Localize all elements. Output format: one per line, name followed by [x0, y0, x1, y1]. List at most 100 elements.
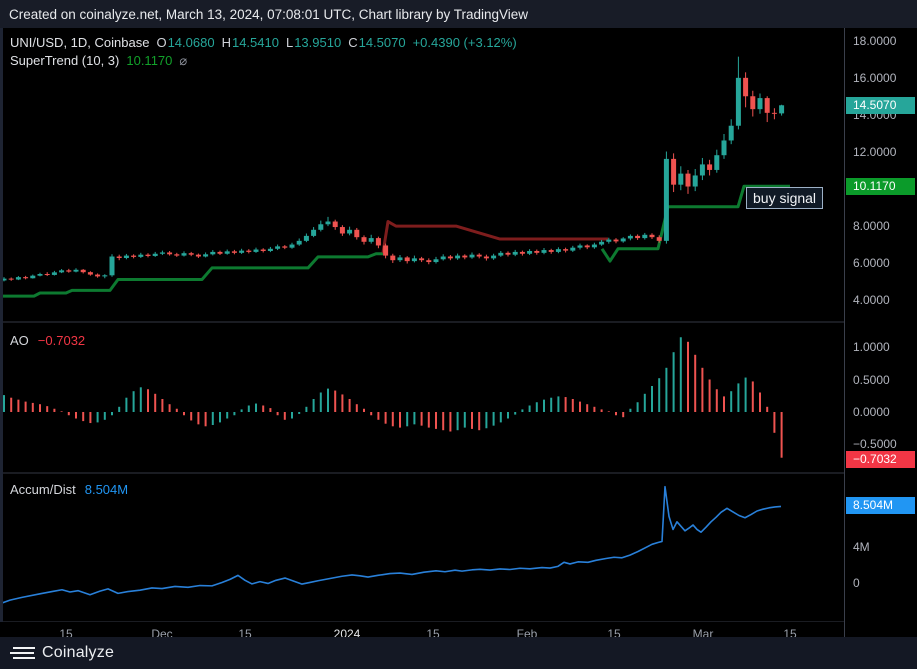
candle-body: [642, 234, 648, 239]
candle-body: [282, 246, 288, 248]
candle-body: [267, 248, 273, 251]
price-tick: 16.0000: [853, 71, 897, 85]
candle-body: [66, 270, 72, 272]
time-axis[interactable]: 15 Dec 15 2024 15 Feb 15 Mar 15: [0, 622, 844, 637]
chart-canvas: [0, 56, 844, 623]
candle-body: [750, 96, 756, 110]
candle-body: [368, 238, 374, 242]
chart-surface[interactable]: [0, 28, 844, 637]
supertrend-line-down: [381, 220, 608, 254]
low-value: L 13.9510: [285, 35, 342, 50]
candle-body: [30, 275, 36, 279]
candle-body: [757, 98, 763, 110]
brand-name[interactable]: Coinalyze: [42, 644, 115, 661]
candle-body: [332, 221, 338, 228]
candle-body: [383, 245, 389, 256]
supertrend-legend-row: SuperTrend (10, 3) 10.1170 ⌀: [10, 52, 517, 70]
candle-body: [411, 258, 417, 262]
candle-body: [620, 238, 626, 242]
candle-body: [145, 254, 151, 256]
candle-body: [721, 140, 727, 156]
symbol-title: UNI/USD, 1D, Coinbase: [10, 35, 150, 50]
candle-body: [692, 175, 698, 187]
accum-tick: 4M: [853, 540, 870, 554]
time-tick: Mar: [692, 627, 714, 637]
candle-body: [548, 250, 554, 252]
candle-body: [1, 278, 7, 281]
price-tick: 18.0000: [853, 34, 897, 48]
candle-body: [606, 239, 612, 242]
legend: UNI/USD, 1D, Coinbase O 14.0680 H 14.5410 …: [10, 34, 517, 70]
candle-body: [181, 253, 187, 256]
time-tick: 2024: [333, 627, 361, 637]
candle-body: [627, 235, 633, 239]
candle-body: [375, 238, 381, 246]
candle-body: [224, 251, 230, 254]
candle-body: [426, 260, 432, 263]
candle-body: [195, 254, 201, 257]
header-bar: Created on coinalyze.net, March 13, 2024…: [0, 0, 917, 28]
candle-body: [361, 237, 367, 242]
candle-body: [116, 256, 122, 258]
candle-body: [743, 77, 749, 97]
ao-pane[interactable]: [0, 322, 844, 473]
coinalyze-logo-icon[interactable]: [10, 647, 35, 659]
candle-body: [505, 252, 511, 255]
candle-body: [253, 249, 259, 252]
candle-body: [159, 252, 165, 254]
candle-body: [203, 254, 209, 257]
candle-body: [534, 250, 540, 253]
candle-body: [433, 259, 439, 263]
candle-body: [303, 235, 309, 241]
candle-body: [419, 258, 425, 261]
candle-body: [404, 257, 410, 262]
candle-body: [563, 249, 569, 251]
accum-legend: Accum/Dist 8.504M: [10, 482, 128, 497]
left-edge-strip: [0, 28, 3, 622]
ao-tick: 1.0000: [853, 340, 890, 354]
candle-body: [289, 244, 295, 248]
candle-body: [8, 278, 14, 280]
candle-body: [599, 241, 605, 245]
change-value: +0.4390 (+3.12%): [412, 35, 517, 50]
time-tick: 15: [783, 627, 797, 637]
candle-body: [519, 251, 525, 254]
accum-value: 8.504M: [84, 482, 129, 497]
price-pane[interactable]: [0, 28, 844, 322]
candle-body: [152, 253, 158, 256]
price-badge: 10.1170: [846, 177, 915, 195]
candle-body: [555, 249, 561, 252]
candle-body: [260, 249, 266, 251]
candle-body: [707, 164, 713, 170]
accum-dist-line: [0, 485, 782, 605]
ao-legend: AO −0.7032: [10, 333, 85, 348]
null-circle-icon: ⌀: [179, 53, 188, 68]
candle-body: [318, 224, 324, 230]
ao-tick: −0.5000: [853, 437, 897, 451]
candle-body: [671, 158, 677, 185]
candle-body: [541, 250, 547, 253]
candle-body: [678, 173, 684, 185]
price-axis[interactable]: 18.0000 16.0000 14.0000 12.0000 8.0000 6.0000…: [844, 28, 917, 637]
candle-body: [73, 269, 79, 272]
ao-badge: −0.7032: [846, 450, 915, 468]
candle-body: [649, 234, 655, 238]
candle-body: [447, 256, 453, 259]
candle-body: [354, 229, 360, 238]
price-badge: 14.5070: [846, 96, 915, 114]
time-tick: 15: [607, 627, 621, 637]
candle-body: [390, 255, 396, 261]
candle-body: [483, 256, 489, 259]
candle-body: [577, 245, 583, 248]
candle-body: [584, 245, 590, 248]
candle-body: [476, 254, 482, 257]
time-tick: 15: [426, 627, 440, 637]
ao-tick: 0.5000: [853, 373, 890, 387]
candle-body: [174, 254, 180, 256]
accum-badge: 8.504M: [846, 496, 915, 514]
candle-body: [527, 250, 533, 254]
candle-body: [735, 77, 741, 126]
candle-body: [311, 229, 317, 236]
candle-body: [764, 98, 770, 113]
